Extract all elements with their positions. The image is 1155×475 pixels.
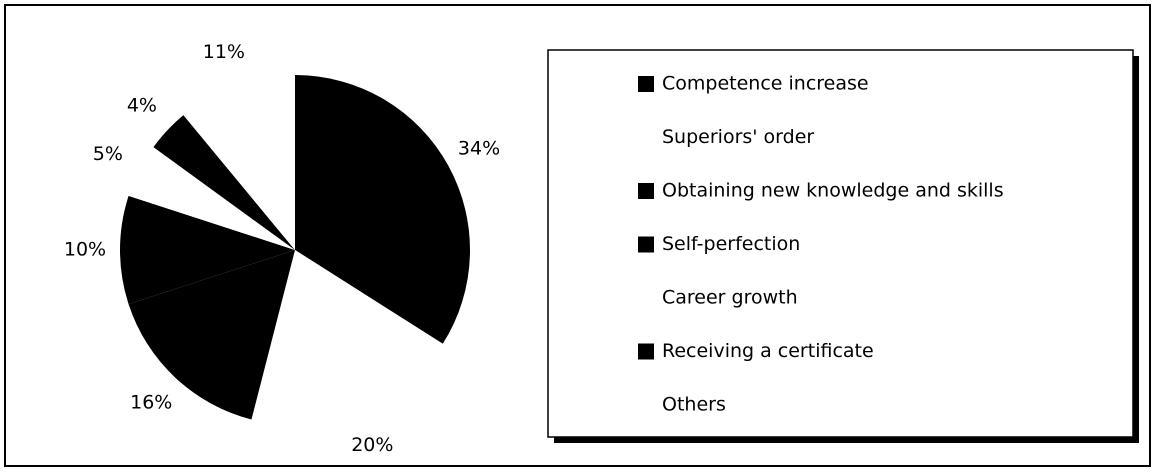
pie-slice xyxy=(153,115,295,250)
pie-slice xyxy=(128,147,295,250)
legend-label: Superiors' order xyxy=(662,126,814,148)
data-label: 5% xyxy=(93,143,123,165)
data-label: 16% xyxy=(130,392,172,414)
legend-swatch xyxy=(638,236,654,253)
pie-slice xyxy=(183,75,295,250)
legend-label: Receiving a certificate xyxy=(662,340,874,362)
legend-swatch xyxy=(638,76,654,92)
legend-label: Others xyxy=(662,394,726,416)
data-label: 10% xyxy=(64,239,106,261)
legend-box xyxy=(547,49,1134,438)
pie-slice xyxy=(295,75,470,344)
legend-label: Career growth xyxy=(662,287,798,309)
pie-slice xyxy=(119,195,295,305)
legend: Competence increase Superiors' order Obtai… xyxy=(638,73,1004,416)
data-label: 34% xyxy=(458,137,500,159)
pie-slice xyxy=(128,250,295,420)
data-label: 20% xyxy=(351,434,393,456)
legend-label: Self-perfection xyxy=(662,233,800,255)
legend-swatch xyxy=(638,343,654,360)
legend-label: Obtaining new knowledge and skills xyxy=(662,180,1004,202)
data-label: 4% xyxy=(127,95,157,117)
pie: 34% 20% 16% 10% 5% 4% 11% xyxy=(64,41,500,456)
legend-swatch xyxy=(638,129,654,146)
legend-label: Competence increase xyxy=(662,73,869,95)
legend-swatch xyxy=(638,290,654,306)
legend-swatch xyxy=(638,183,654,199)
pie-slice xyxy=(251,250,443,425)
legend-swatch xyxy=(638,397,654,413)
data-label: 11% xyxy=(203,41,245,63)
